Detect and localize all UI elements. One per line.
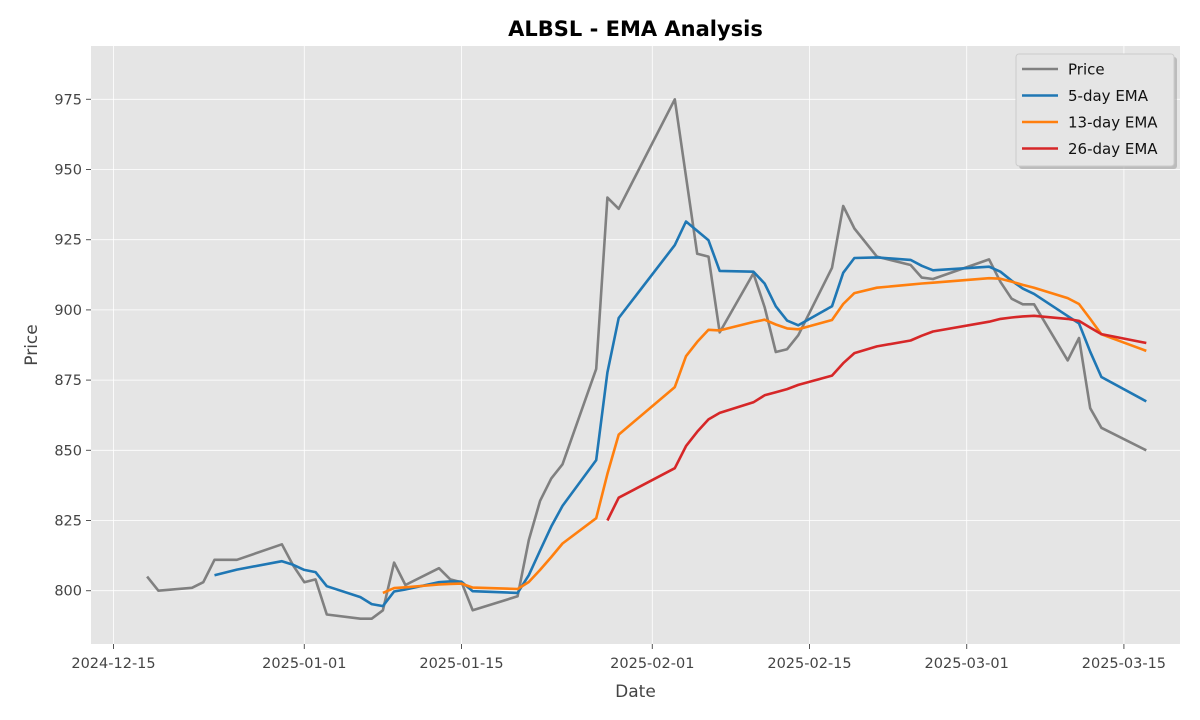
x-tick-label: 2024-12-15 [71,656,155,672]
series-line-26-day-ema [606,314,1147,522]
series-line-13-day-ema [382,276,1147,595]
y-tick-label: 850 [54,443,82,459]
grid [91,46,1180,644]
legend-label: Price [1068,61,1105,79]
series-line-price [146,98,1147,621]
series-line-5-day-ema [214,220,1147,608]
y-tick-label: 825 [54,514,82,530]
x-tick-label: 2025-01-01 [262,656,346,672]
y-tick-label: 925 [54,233,82,249]
plot-area [91,46,1180,644]
legend-label: 5-day EMA [1068,87,1149,105]
y-tick-label: 950 [54,163,82,179]
legend-label: 13-day EMA [1068,114,1158,132]
x-axis-label: Date [615,682,656,702]
y-axis-label: Price [22,324,42,365]
x-tick-label: 2025-02-15 [767,656,851,672]
series-lines [146,98,1147,621]
y-tick-label: 875 [54,373,82,389]
chart-title: ALBSL - EMA Analysis [508,17,763,41]
legend-frame [1015,53,1175,167]
x-tick-label: 2025-03-01 [925,656,1009,672]
legend-label: 26-day EMA [1068,140,1158,158]
x-tick-label: 2025-01-15 [419,656,503,672]
y-tick-label: 975 [54,92,82,108]
y-tick-label: 800 [54,584,82,600]
legend: Price 5-day EMA 13-day EMA 26-day EMA [1015,53,1177,169]
axes: 2024-12-15 2025-01-01 2025-01-15 2025-02-01… [54,92,1166,672]
x-tick-label: 2025-03-15 [1082,656,1166,672]
x-tick-label: 2025-02-01 [610,656,694,672]
y-tick-label: 900 [54,303,82,319]
